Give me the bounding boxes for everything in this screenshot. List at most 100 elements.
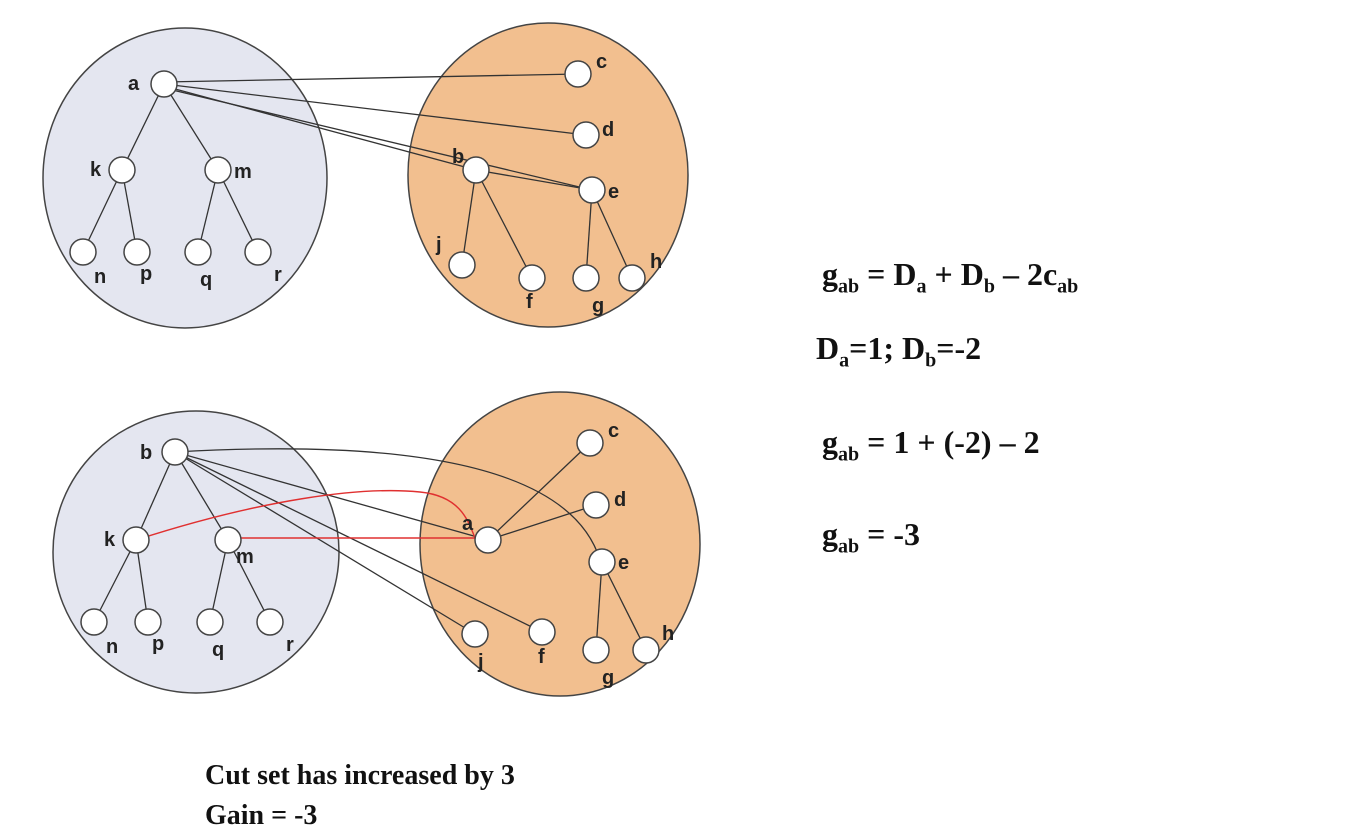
label-e-2: e [618,552,629,574]
node-a-2 [474,526,502,554]
label-f-2: f [538,646,545,668]
bottom-left-partition [52,410,340,694]
bottom-graph: b k m n p q r c d a e j f g h [52,391,701,697]
top-edges [82,73,633,279]
label-h-2: h [662,623,674,645]
edge-b-f-2 [174,451,543,633]
label-g: g [592,295,604,317]
node-f [518,264,546,292]
bottom-node-labels: b k m n p q r c d a e j f g h [104,420,674,689]
edge-a-e [163,87,593,191]
red-cut-edges [135,489,476,541]
edge-k-n [82,169,123,253]
edge-a-d-2 [487,504,597,541]
edge-b-k [135,451,176,541]
node-b-2 [161,438,189,466]
node-f-2 [528,618,556,646]
top-graph: a k m n p q r c d b e j f g h [42,22,689,329]
edge-k-a-red [135,489,476,541]
label-h: h [650,251,662,273]
label-g-2: g [602,667,614,689]
equation-result: gab = -3 [822,516,921,558]
node-g-2 [582,636,610,664]
edge-m-r [217,169,259,253]
edge-e-g-2 [595,561,603,651]
label-m-2: m [236,546,254,568]
node-n-2 [80,608,108,636]
node-n [69,238,97,266]
edge-m-q-2 [209,539,229,623]
top-nodes [69,60,646,292]
edge-e-h [591,189,633,279]
label-r-2: r [286,634,294,656]
label-p-2: p [152,633,164,655]
node-h [618,264,646,292]
label-b: b [452,146,464,168]
edge-k-p-2 [135,539,149,623]
label-m: m [234,161,252,183]
node-p [123,238,151,266]
top-node-labels: a k m n p q r c d b e j f g h [90,51,662,317]
label-k-2: k [104,529,116,551]
label-q-2: q [212,639,224,661]
label-e: e [608,181,619,203]
label-n: n [94,266,106,288]
node-m-2 [214,526,242,554]
edge-b-f [475,169,533,279]
node-k-2 [122,526,150,554]
edge-a-c-2 [487,442,591,541]
edge-m-q [197,169,219,253]
label-r: r [274,264,282,286]
label-a-2: a [462,513,474,535]
edge-k-n-2 [93,539,137,623]
node-a [150,70,178,98]
node-c [564,60,592,88]
label-c: c [596,51,607,73]
node-q-2 [196,608,224,636]
bottom-right-partition [419,391,701,697]
top-right-partition [407,22,689,328]
edge-b-e-curve [174,448,601,561]
label-p: p [140,263,152,285]
node-k [108,156,136,184]
node-m [204,156,232,184]
caption-cut-set: Cut set has increased by 3 [205,760,515,791]
equation-d-values: Da=1; Db=-2 [816,330,982,372]
bottom-edges [93,442,647,651]
node-d [572,121,600,149]
label-j: j [435,234,442,256]
node-r-2 [256,608,284,636]
node-d-2 [582,491,610,519]
node-e [578,176,606,204]
edge-k-p [121,169,138,253]
label-j-2: j [477,651,484,673]
label-k: k [90,159,102,181]
caption-gain: Gain = -3 [205,800,318,831]
node-g [572,264,600,292]
top-left-partition [42,27,328,329]
edge-a-c [163,73,579,83]
label-d-2: d [614,489,626,511]
label-n-2: n [106,636,118,658]
node-e-2 [588,548,616,576]
node-c-2 [576,429,604,457]
label-a: a [128,73,140,95]
edge-m-r-2 [227,539,271,623]
edge-a-d [163,83,587,136]
node-j [448,251,476,279]
node-r [244,238,272,266]
edge-b-j-2 [174,451,476,635]
edge-b-j [461,169,477,266]
edge-e-g [585,189,593,279]
bottom-nodes [80,429,660,664]
node-p-2 [134,608,162,636]
node-q [184,238,212,266]
equation-gain-formula: gab = Da + Db – 2cab [822,256,1079,298]
label-q: q [200,269,212,291]
edge-b-e [475,169,593,191]
edge-e-h-2 [601,561,647,651]
label-d: d [602,119,614,141]
equation-substitution: gab = 1 + (-2) – 2 [822,424,1040,466]
edge-b-a [174,451,489,541]
